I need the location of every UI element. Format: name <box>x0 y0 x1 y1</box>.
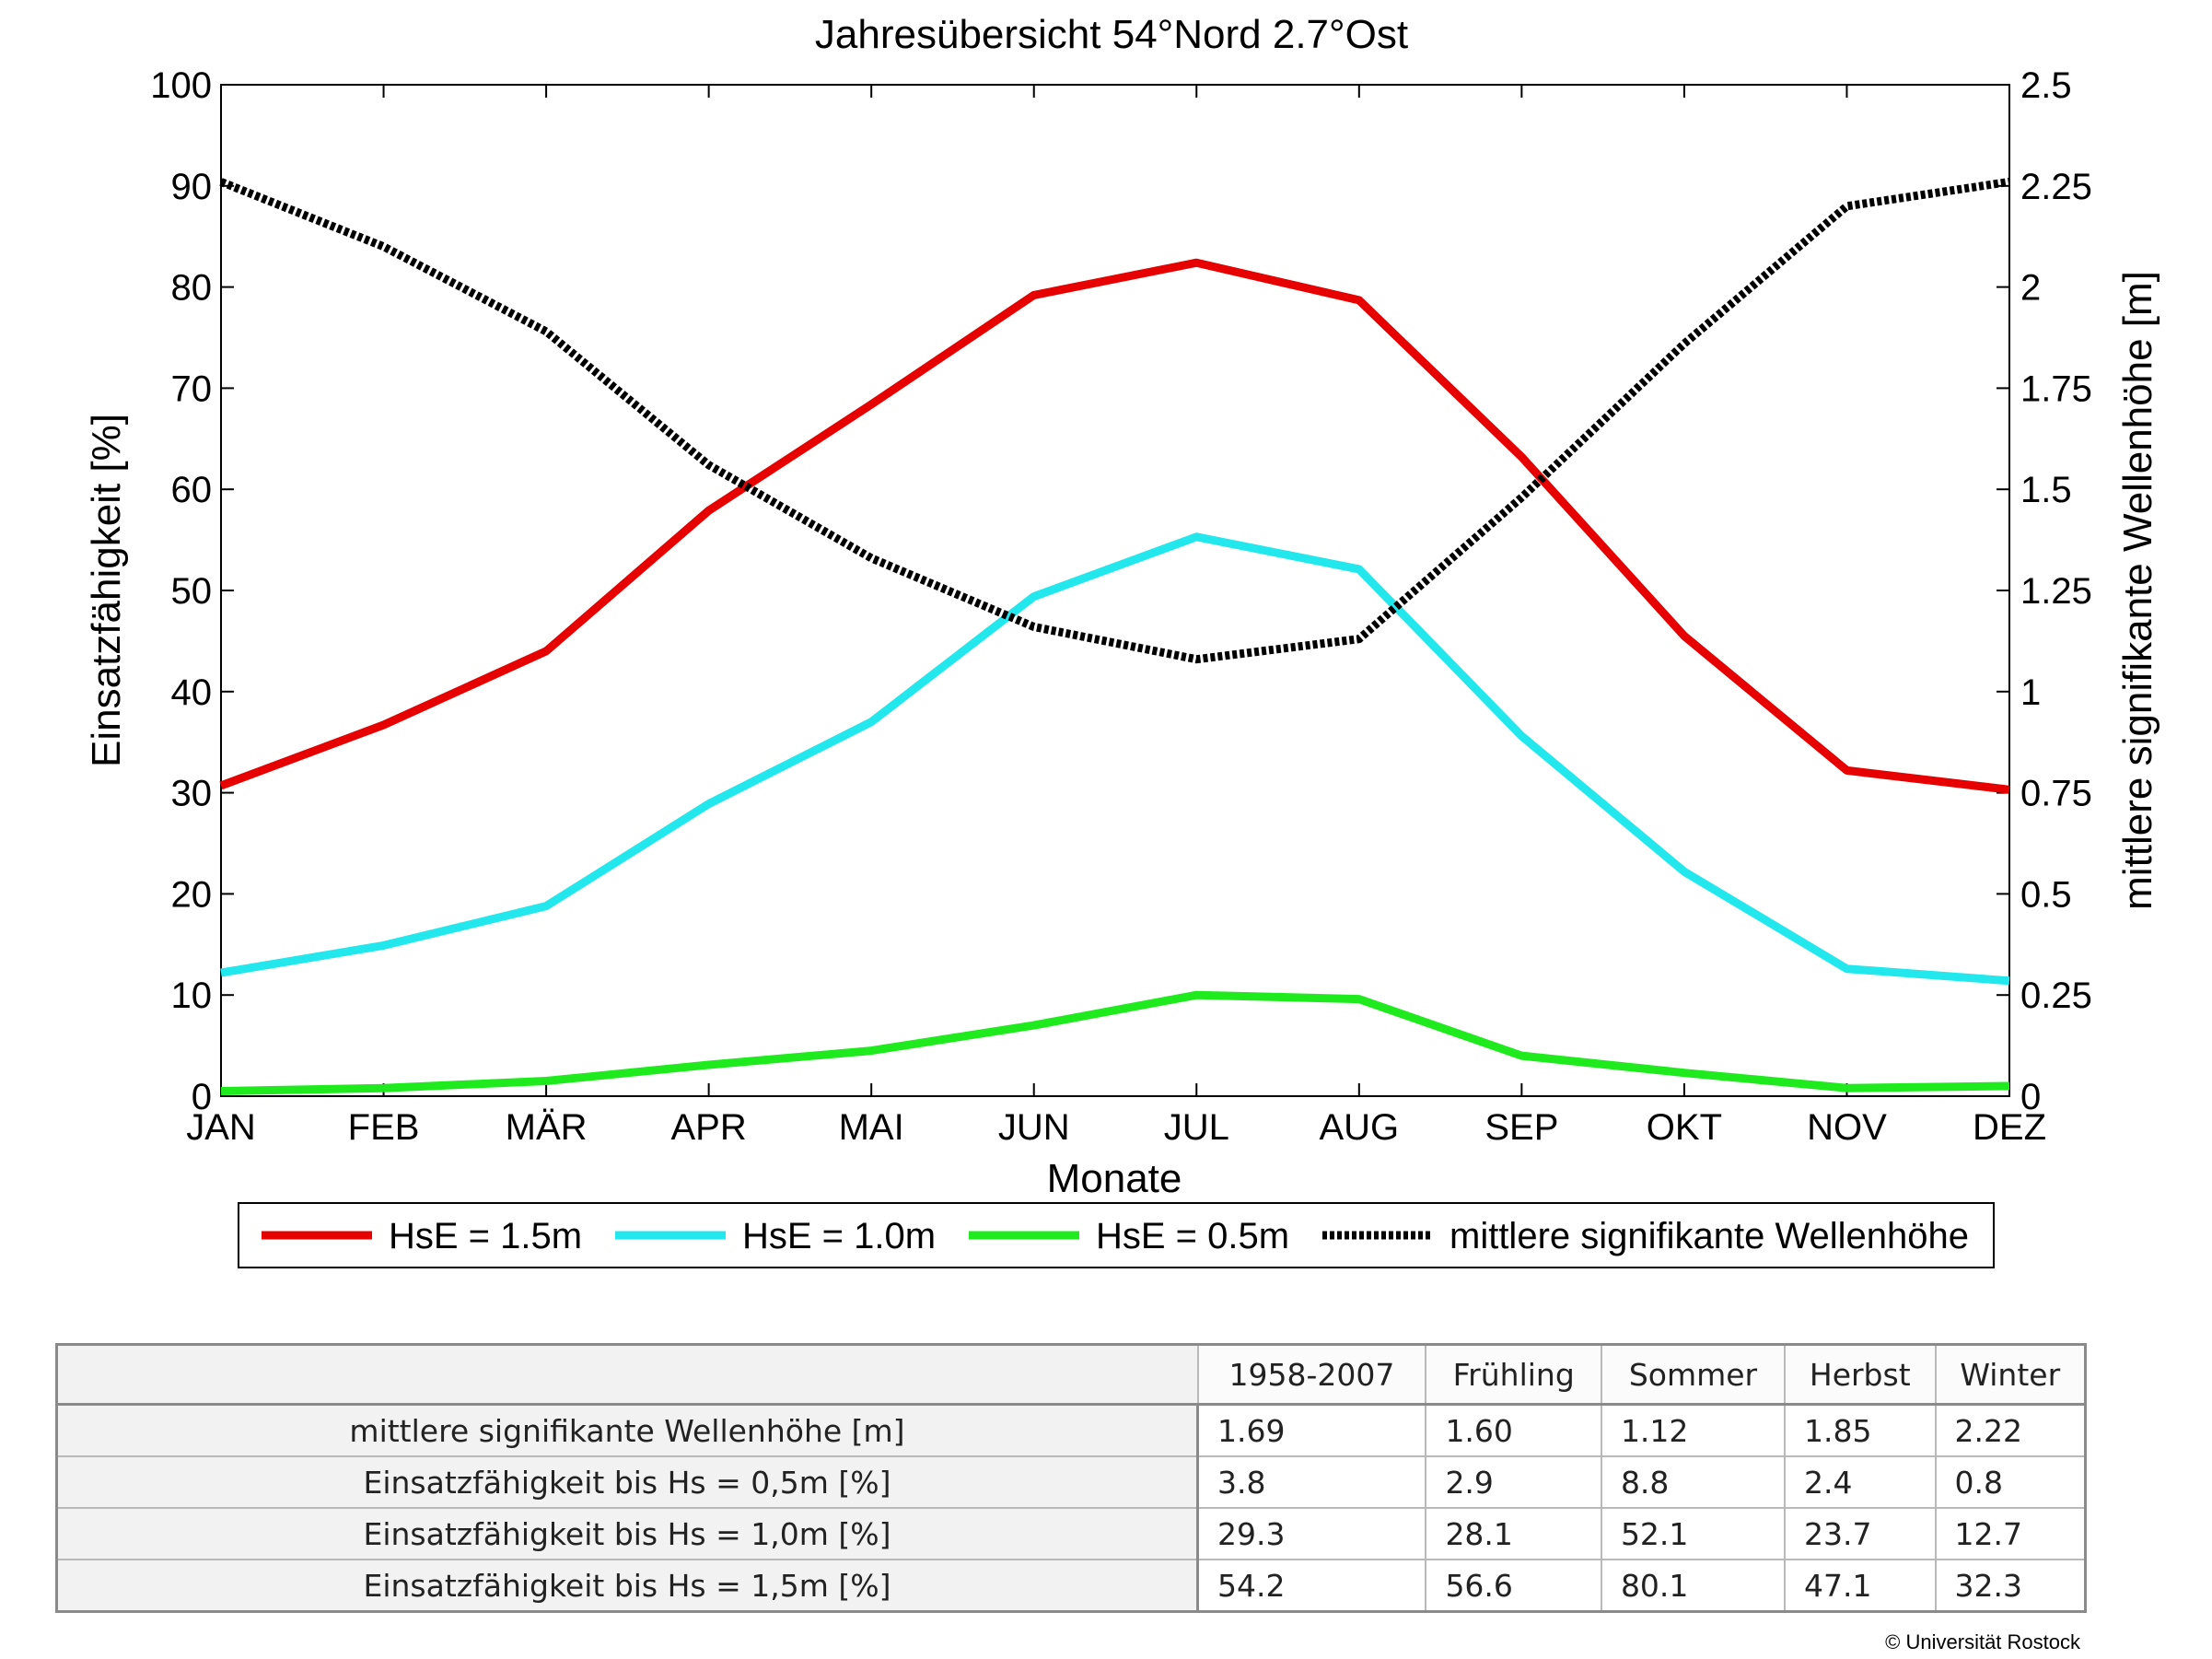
table-cell: 2.9 <box>1425 1455 1602 1509</box>
table-cell: 54.2 <box>1196 1559 1427 1613</box>
row-label: Einsatzfähigkeit bis Hs = 0,5m [%] <box>55 1455 1199 1509</box>
table-row: Einsatzfähigkeit bis Hs = 0,5m [%] 3.8 2… <box>55 1455 2087 1509</box>
x-tick-label: OKT <box>1647 1107 1722 1148</box>
x-axis-label: Monate <box>1047 1156 1182 1201</box>
y-tick-label-left: 10 <box>171 976 213 1016</box>
table-cell: 56.6 <box>1425 1559 1602 1613</box>
y-tick-label-right: 2 <box>2020 268 2041 309</box>
axis-ticks: JAN FEB MÄR APR MAI JUN JUL AUG SEP OKT NOV DEZ0102… <box>150 65 2092 1148</box>
y-tick-label-left: 80 <box>171 268 213 309</box>
y-tick-label-right: 2.25 <box>2020 167 2092 207</box>
series-line-0 <box>219 258 2010 794</box>
y-tick-label-right: 0.25 <box>2020 976 2092 1016</box>
summary-table: 1958-2007 Frühling Sommer Herbst Winter … <box>55 1343 2087 1613</box>
table-cell: 80.1 <box>1600 1559 1787 1613</box>
legend-label: mittlere signifikante Wellenhöhe <box>1449 1216 1969 1256</box>
table-cell: 0.8 <box>1934 1455 2087 1509</box>
table-cell: 1.69 <box>1196 1403 1427 1457</box>
table-cell: 2.4 <box>1784 1455 1937 1509</box>
series-line-3 <box>219 177 2010 664</box>
x-tick-label: FEB <box>348 1107 420 1148</box>
y-tick-label-right: 1.75 <box>2020 368 2092 409</box>
x-tick-label: MAI <box>839 1107 904 1148</box>
row-label: mittlere signifikante Wellenhöhe [m] <box>55 1403 1199 1457</box>
y-tick-label-left: 0 <box>192 1077 212 1117</box>
y-tick-label-left: 50 <box>171 571 213 612</box>
table-row: Einsatzfähigkeit bis Hs = 1,5m [%] 54.2 … <box>55 1559 2087 1613</box>
legend-label: HsE = 1.5m <box>389 1216 582 1256</box>
x-tick-label: AUG <box>1319 1107 1399 1148</box>
series-lines <box>219 177 2010 1095</box>
y-tick-label-right: 1 <box>2020 672 2041 713</box>
y-tick-label-right: 1.25 <box>2020 571 2092 612</box>
column-header: 1958-2007 <box>1196 1343 1427 1406</box>
copyright-note: © Universität Rostock <box>1885 1630 2080 1653</box>
table-cell: 23.7 <box>1784 1507 1937 1560</box>
y-tick-label-left: 40 <box>171 672 213 713</box>
y-tick-label-right: 0.75 <box>2020 774 2092 814</box>
column-header: Herbst <box>1784 1343 1937 1406</box>
table-cell: 1.85 <box>1784 1403 1937 1457</box>
legend-label: HsE = 0.5m <box>1096 1216 1289 1256</box>
table-cell: 8.8 <box>1600 1455 1787 1509</box>
column-header: Frühling <box>1425 1343 1602 1406</box>
table-corner-cell <box>55 1343 1199 1406</box>
table-cell: 29.3 <box>1196 1507 1427 1560</box>
table-row: mittlere signifikante Wellenhöhe [m] 1.6… <box>55 1403 2087 1457</box>
table-cell: 12.7 <box>1934 1507 2087 1560</box>
y-tick-label-left: 100 <box>150 65 212 106</box>
y-tick-label-right: 2.5 <box>2020 65 2072 106</box>
x-tick-label: MÄR <box>506 1107 588 1148</box>
legend-entries: HsE = 1.5m HsE = 1.0m HsE = 0.5m mittlere s… <box>262 1216 1969 1256</box>
x-tick-label: JUN <box>998 1107 1070 1148</box>
y-tick-label-right: 0 <box>2020 1077 2041 1117</box>
x-tick-label: JUL <box>1164 1107 1229 1148</box>
y-axis-label-right: mittlere signifikante Wellenhöhe [m] <box>2115 271 2160 910</box>
table-cell: 52.1 <box>1600 1507 1787 1560</box>
y-tick-label-left: 70 <box>171 368 213 409</box>
y-tick-label-right: 1.5 <box>2020 470 2072 510</box>
legend-label: HsE = 1.0m <box>742 1216 936 1256</box>
table-row: Einsatzfähigkeit bis Hs = 1,0m [%] 29.3 … <box>55 1507 2087 1560</box>
y-axis-label-left: Einsatzfähigkeit [%] <box>84 414 129 767</box>
x-tick-label: DEZ <box>1973 1107 2046 1148</box>
y-tick-label-left: 30 <box>171 774 213 814</box>
x-tick-label: JAN <box>186 1107 256 1148</box>
chart-title: Jahresübersicht 54°Nord 2.7°Ost <box>815 12 1408 57</box>
x-tick-label: NOV <box>1807 1107 1887 1148</box>
table-cell: 1.60 <box>1425 1403 1602 1457</box>
series-line-2 <box>220 990 2010 1095</box>
column-header: Winter <box>1934 1343 2087 1406</box>
table-cell: 2.22 <box>1934 1403 2087 1457</box>
column-header: Sommer <box>1600 1343 1787 1406</box>
row-label: Einsatzfähigkeit bis Hs = 1,0m [%] <box>55 1507 1199 1560</box>
table-cell: 32.3 <box>1934 1559 2087 1613</box>
y-tick-label-left: 90 <box>171 167 213 207</box>
y-tick-label-right: 0.5 <box>2020 874 2072 915</box>
row-label: Einsatzfähigkeit bis Hs = 1,5m [%] <box>55 1559 1199 1613</box>
y-tick-label-left: 60 <box>171 470 213 510</box>
table-cell: 1.12 <box>1600 1403 1787 1457</box>
table-header-row: 1958-2007 Frühling Sommer Herbst Winter <box>55 1343 2087 1406</box>
x-tick-label: SEP <box>1484 1107 1558 1148</box>
table-cell: 3.8 <box>1196 1455 1427 1509</box>
series-line-1 <box>220 532 2010 986</box>
table-cell: 28.1 <box>1425 1507 1602 1560</box>
y-tick-label-left: 20 <box>171 874 213 915</box>
legend <box>238 1202 1995 1268</box>
plot-frame <box>220 84 2010 1097</box>
x-tick-label: APR <box>671 1107 747 1148</box>
table-cell: 47.1 <box>1784 1559 1937 1613</box>
